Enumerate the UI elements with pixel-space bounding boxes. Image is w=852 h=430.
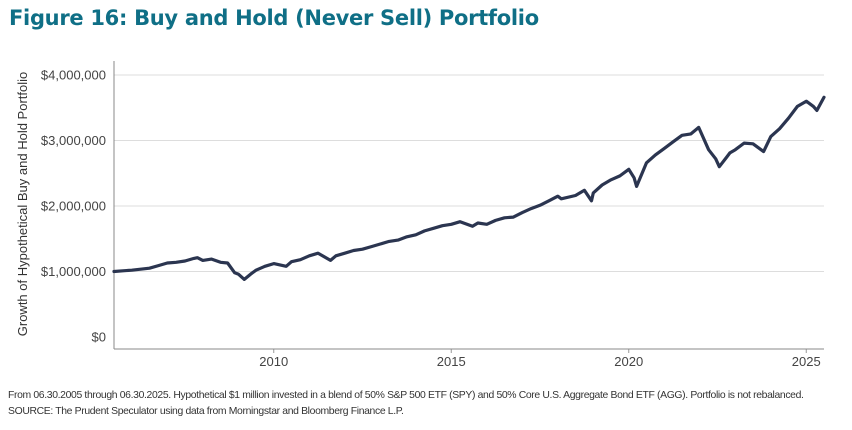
x-tick-label: 2020 [614,354,643,369]
y-axis-tick-labels: $0 $1,000,000 $2,000,000 $3,000,000 $4,000,0… [41,68,106,345]
portfolio-value-line [112,95,826,281]
y-tick-label: $0 [92,330,106,345]
source-footnote: From 06.30.2005 through 06.30.2025. Hypo… [8,390,804,417]
y-axis-label: Growth of Hypothetical Buy and Hold Port… [15,72,30,336]
gridlines [114,74,824,272]
y-tick-label: $1,000,000 [41,264,106,279]
chart-title: Figure 16: Buy and Hold (Never Sell) Por… [9,6,539,30]
x-tick-label: 2010 [259,354,288,369]
x-tick-label: 2025 [792,354,821,369]
y-tick-label: $2,000,000 [41,199,106,214]
x-tick-label: 2015 [437,354,466,369]
x-axis-tick-labels: 2010 2015 2020 2025 [259,349,821,369]
y-tick-label: $4,000,000 [41,68,106,83]
y-tick-label: $3,000,000 [41,133,106,148]
